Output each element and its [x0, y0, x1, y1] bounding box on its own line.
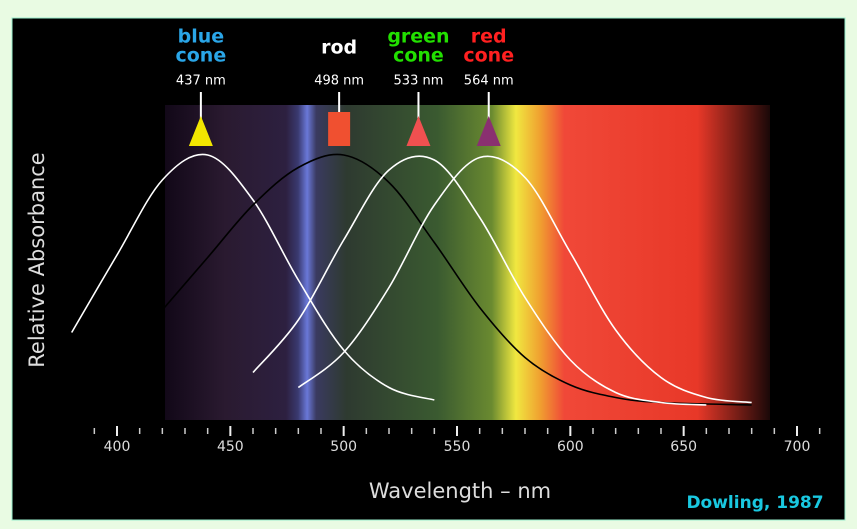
x-tick-label: 450 — [217, 439, 244, 455]
spectrum — [165, 105, 770, 420]
x-tick-label: 700 — [784, 439, 811, 455]
series-label: cone — [463, 45, 514, 67]
peak-label: 533 nm — [394, 74, 444, 89]
y-axis-label: Relative Absorbance — [25, 152, 49, 367]
x-tick-label: 400 — [104, 439, 131, 455]
peak-marker — [328, 112, 350, 146]
peak-label: 498 nm — [314, 74, 364, 89]
x-tick-label: 500 — [330, 439, 357, 455]
peak-label: 564 nm — [464, 74, 514, 89]
x-tick-label: 600 — [557, 439, 584, 455]
series-label: cone — [175, 45, 226, 67]
series-label: cone — [393, 45, 444, 67]
credit: Dowling, 1987 — [686, 493, 823, 513]
x-tick-label: 550 — [444, 439, 471, 455]
chart: Relative Absorbance Wavelength – nm Dowl… — [0, 0, 857, 529]
peak-label: 437 nm — [176, 74, 226, 89]
x-tick-label: 650 — [670, 439, 697, 455]
x-axis-label: Wavelength – nm — [369, 479, 551, 503]
series-label: rod — [321, 37, 357, 59]
